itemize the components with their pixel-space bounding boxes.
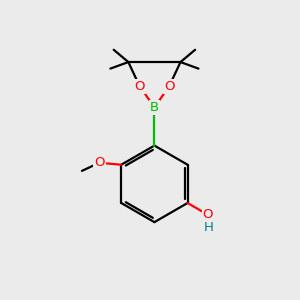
Text: O: O	[164, 80, 175, 93]
Text: O: O	[203, 208, 213, 221]
Text: B: B	[150, 101, 159, 114]
Text: H: H	[204, 220, 214, 234]
Text: O: O	[94, 156, 104, 169]
Text: O: O	[134, 80, 145, 93]
